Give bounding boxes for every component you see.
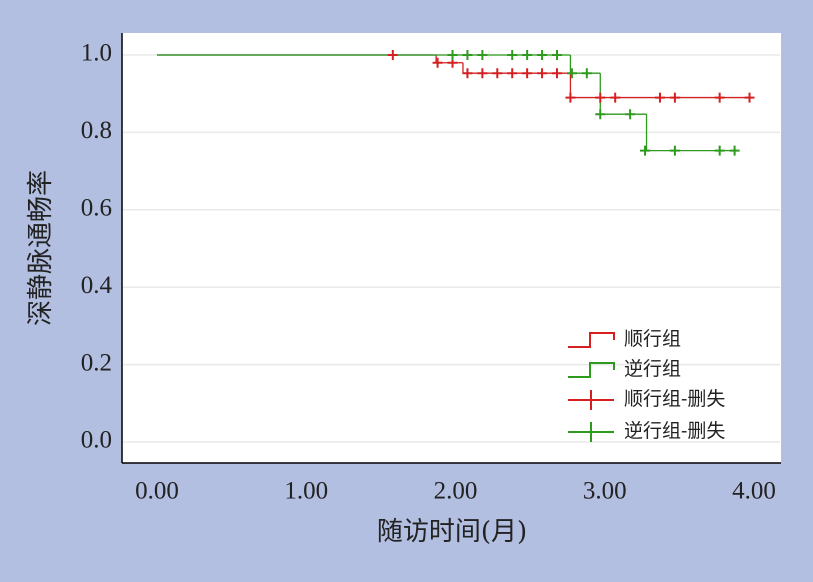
censor-mark: [551, 68, 562, 79]
censor-mark: [654, 92, 665, 103]
censor-mark: [462, 50, 473, 60]
censor-mark: [477, 68, 488, 79]
censor-mark: [566, 68, 577, 79]
censor-mark: [537, 50, 548, 60]
censor-mark: [744, 92, 755, 103]
plot-area: [122, 33, 781, 463]
y-tick-label: 0.4: [81, 272, 113, 299]
censor-mark: [507, 68, 518, 79]
legend-swatch: [568, 362, 615, 378]
censor-mark: [477, 50, 488, 60]
censor-mark: [714, 92, 725, 103]
x-tick-label: 0.00: [135, 478, 179, 505]
censor-mark: [492, 68, 503, 79]
censor-mark: [595, 92, 606, 103]
censor-mark: [507, 50, 518, 60]
y-tick-label: 1.0: [81, 40, 112, 67]
censor-mark: [537, 68, 548, 79]
legend-label: 顺行组-删失: [624, 388, 725, 410]
censor-mark: [462, 68, 473, 79]
legend-swatch: [568, 332, 615, 348]
censor-mark: [669, 92, 680, 103]
censor-mark: [714, 145, 725, 156]
y-tick-label: 0.0: [81, 427, 112, 454]
legend-label: 逆行组: [624, 358, 681, 380]
censor-mark: [522, 68, 533, 79]
x-tick-label: 1.00: [284, 478, 328, 505]
censor-mark: [432, 57, 443, 68]
x-tick-label: 4.00: [732, 478, 776, 505]
legend-swatch: [568, 422, 614, 442]
y-tick-label: 0.8: [81, 117, 112, 144]
x-axis-label: 随访时间(月): [377, 517, 527, 547]
censor-mark: [551, 50, 562, 60]
censor-mark: [581, 68, 592, 79]
censor-mark: [610, 92, 621, 103]
censor-mark: [447, 50, 458, 60]
x-tick-label: 3.00: [583, 478, 627, 505]
y-tick-label: 0.2: [81, 349, 112, 376]
censor-mark: [595, 109, 606, 120]
censor-mark: [669, 145, 680, 156]
censor-mark: [565, 92, 576, 103]
censor-mark: [640, 145, 651, 156]
censor-mark: [729, 145, 740, 156]
y-tick-label: 0.6: [81, 195, 112, 222]
y-axis-label: 深静脉通畅率: [26, 170, 56, 326]
legend-label: 顺行组: [624, 328, 681, 350]
censor-mark: [387, 50, 398, 60]
legend-swatch: [568, 390, 614, 410]
censor-mark: [522, 50, 533, 60]
legend-label: 逆行组-删失: [624, 420, 725, 442]
censor-mark: [625, 109, 636, 120]
x-tick-label: 2.00: [434, 478, 478, 505]
